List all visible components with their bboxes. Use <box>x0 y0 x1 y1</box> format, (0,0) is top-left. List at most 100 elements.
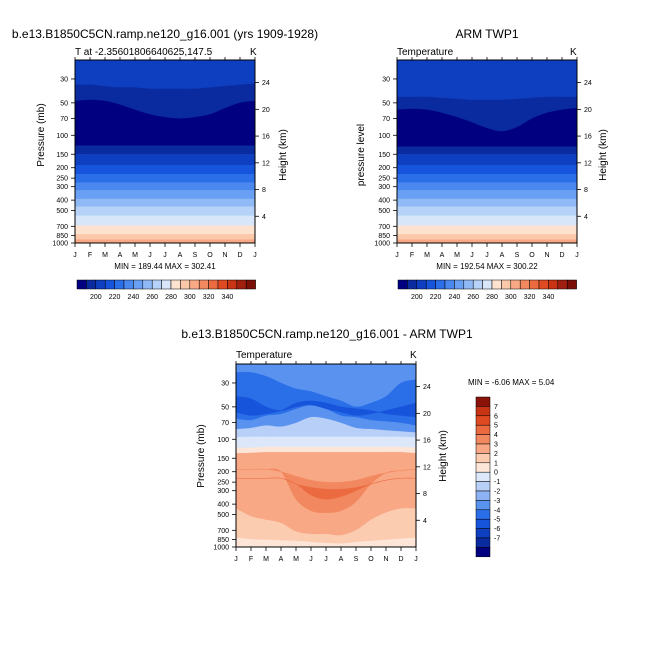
colorbar-obs: 200 220 240 260 280 300 320 340 <box>397 279 577 301</box>
diff-ytick-right-label: 12 <box>423 464 431 471</box>
colorbar-box <box>501 279 512 290</box>
colorbar-diff-box <box>475 453 491 464</box>
model-ytick-label: 500 <box>56 208 68 215</box>
model-contour-band <box>75 182 255 191</box>
panel-obs-ylabel: pressure level <box>356 124 367 186</box>
obs-xtick-label: F <box>410 252 414 259</box>
model-contours <box>75 60 255 243</box>
panel-model-ylabel: Pressure (mb) <box>36 103 47 166</box>
colorbar-box <box>566 279 577 290</box>
obs-contour-band <box>397 146 577 155</box>
obs-ytick-right-label: 8 <box>584 187 588 194</box>
obs-contour-band <box>397 234 577 240</box>
obs-contour-band <box>397 215 577 226</box>
obs-contour-band <box>397 206 577 217</box>
obs-ytick-label: 250 <box>378 176 390 183</box>
model-contour-band <box>75 239 255 243</box>
panel-model-ylabel-right: Height (km) <box>278 129 289 181</box>
diff-xtick-label: S <box>354 556 359 563</box>
diff-ytick-label: 70 <box>221 420 229 427</box>
obs-contour-band <box>397 60 577 101</box>
diff-xtick-label: D <box>398 556 403 563</box>
model-ytick-label: 100 <box>56 133 68 140</box>
diff-contours <box>236 364 416 547</box>
obs-ytick-label: 300 <box>378 184 390 191</box>
obs-xtick-label: O <box>529 252 535 259</box>
model-ytick-label: 50 <box>60 100 68 107</box>
diff-contour-band <box>236 537 416 547</box>
colorbar-diff-box <box>475 547 491 558</box>
obs-frame <box>396 59 578 244</box>
diff-xtick-label: A <box>339 556 344 563</box>
colorbar-box <box>76 279 87 290</box>
obs-contour-band <box>397 190 577 200</box>
obs-contour-band <box>397 174 577 183</box>
obs-ytick-label: 100 <box>378 133 390 140</box>
colorbar-box <box>548 279 559 290</box>
colorbar-box <box>86 279 97 290</box>
panel-model-stats: MIN = 189.44 MAX = 302.41 <box>114 262 216 271</box>
colorbar-label: 280 <box>486 294 498 301</box>
colorbar-label: 260 <box>146 294 158 301</box>
panel-obs-ylabel-right: Height (km) <box>598 129 609 181</box>
panel-diff-ylabel-right: Height (km) <box>438 430 449 482</box>
colorbar-box <box>557 279 568 290</box>
model-xtick-label: D <box>237 252 242 259</box>
obs-xtick-label: S <box>515 252 520 259</box>
model-xtick-label: J <box>148 252 152 259</box>
obs-contour-band <box>397 165 577 175</box>
diff-xtick-label: M <box>293 556 299 563</box>
colorbar-diff-box <box>475 462 491 473</box>
diff-xtick-label: A <box>279 556 284 563</box>
obs-xtick-label: M <box>454 252 460 259</box>
diff-ytick-right-label: 20 <box>423 411 431 418</box>
colorbar-box <box>444 279 455 290</box>
model-ytick-label: 150 <box>56 152 68 159</box>
model-ytick-label: 700 <box>56 224 68 231</box>
diff-ytick-label: 200 <box>217 469 229 476</box>
obs-xtick-label: J <box>395 252 399 259</box>
model-contour-band <box>75 145 255 155</box>
diff-ytick-right-label: 16 <box>423 438 431 445</box>
colorbar-diff-label: -1 <box>494 479 500 486</box>
model-xtick-label: M <box>132 252 138 259</box>
colorbar-label: 340 <box>222 294 234 301</box>
diff-contour-band <box>236 396 416 418</box>
colorbar-box <box>104 279 115 290</box>
model-frame <box>74 59 256 244</box>
panel-obs-right-string: K <box>570 47 577 58</box>
model-contour-band <box>75 190 255 200</box>
model-xtick-label: J <box>73 252 77 259</box>
colorbar-diff-label: -5 <box>494 517 500 524</box>
colorbar-diff-label: 4 <box>494 432 498 439</box>
colorbar-label: 200 <box>90 294 102 301</box>
diff-ytick-label: 850 <box>217 537 229 544</box>
panel-obs: ARM TWP1 Temperature K J F M A M J J A S O N D J 30 50… <box>356 27 609 271</box>
model-ytick-label: 300 <box>56 184 68 191</box>
obs-ytick-label: 150 <box>378 152 390 159</box>
model-xtick-label: O <box>207 252 213 259</box>
colorbar-diff-box <box>475 509 491 520</box>
colorbar-diff: 7 6 5 4 3 2 1 0 -1 -2 -3 -4 -5 -6 -7 <box>475 396 500 558</box>
colorbar-label: 220 <box>109 294 121 301</box>
colorbar-diff-label: 5 <box>494 423 498 430</box>
colorbar-diff-box <box>475 396 491 407</box>
colorbar-label: 200 <box>411 294 423 301</box>
obs-ytick-label: 400 <box>378 198 390 205</box>
colorbar-label: 260 <box>467 294 479 301</box>
colorbar-label: 340 <box>543 294 555 301</box>
panel-diff: b.e13.B1850C5CN.ramp.ne120_g16.001 - ARM… <box>181 327 554 563</box>
model-contour-band <box>75 206 255 217</box>
colorbar-diff-label: 2 <box>494 451 498 458</box>
model-ytick-right-label: 16 <box>262 134 270 141</box>
model-ytick-label: 70 <box>60 116 68 123</box>
colorbar-label: 280 <box>165 294 177 301</box>
diff-xtick-label: J <box>234 556 238 563</box>
diff-ytick-label: 1000 <box>213 545 229 552</box>
obs-xtick-label: A <box>440 252 445 259</box>
colorbar-box <box>407 279 418 290</box>
colorbar-label: 300 <box>505 294 517 301</box>
colorbar-box <box>236 279 247 290</box>
